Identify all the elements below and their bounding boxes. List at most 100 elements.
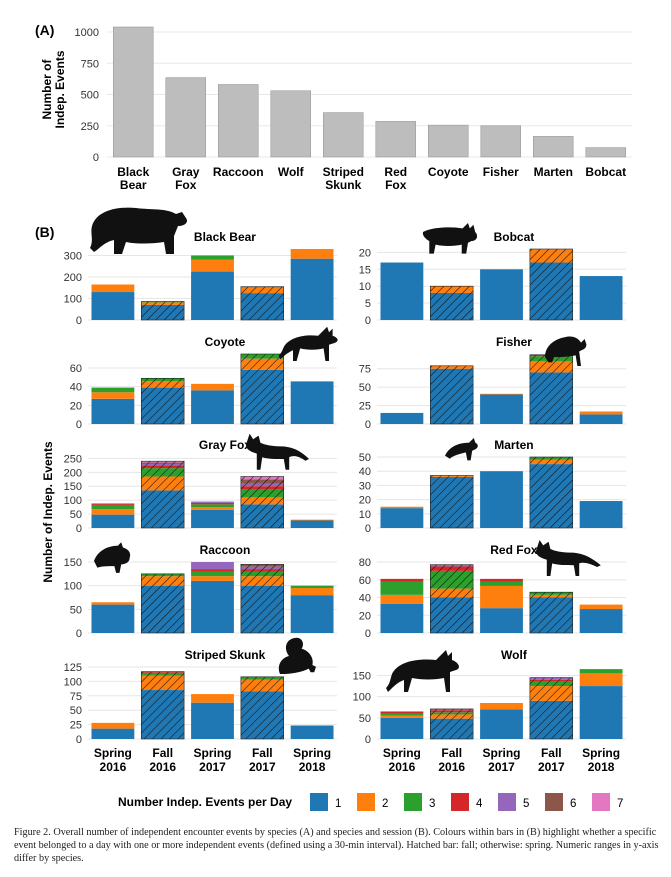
hatch-overlay-fall-2016 [141,378,185,424]
y-axis-label: Number of Indep. Events [41,441,55,583]
y-tick-label: 250 [64,453,82,465]
y-tick-label: 100 [353,692,371,704]
x-tick-label: Spring 2018 [582,746,620,774]
x-tick-label: Marten [534,165,573,179]
bar-segment-gray-fox-spring-2016-3 [91,504,135,510]
x-tick-label: Spring 2016 [94,746,132,774]
hatch-overlay-fall-2017 [529,677,573,739]
hatch-overlay-fall-2017 [240,476,284,528]
bar-outline [429,475,474,529]
bar-segment-gray-fox-spring-2016-2 [91,509,135,515]
bar-segment-red-fox-spring-2017-3 [480,581,523,586]
bar-segment-gray-fox-spring-2017-3 [191,504,234,508]
y-tick-label: 60 [359,575,371,587]
bar-segment-raccoon-spring-2017-3 [191,571,234,577]
bar-segment-black-bear-spring-2016-1 [91,292,135,320]
bar-outline [240,353,285,425]
bar-segment-gray-fox-spring-2016-4 [91,503,135,505]
subplot-title: Marten [494,438,533,452]
subplot-title: Fisher [496,335,532,349]
legend-label-3: 3 [429,798,435,810]
hatch-overlay-fall-2016 [430,475,474,528]
bar-outline [529,248,574,321]
x-tick-label: Coyote [428,165,469,179]
bar-outline [240,286,285,321]
y-tick-label: 0 [365,419,371,431]
legend-title: Number Indep. Events per Day [118,795,292,809]
bar-segment-gray-fox-spring-2017-1 [191,509,234,528]
bar-wolf [270,90,311,158]
y-tick-label: 0 [76,628,82,640]
bar-segment-black-bear-spring-2018-1 [290,258,334,320]
bar-striped-skunk [322,112,364,158]
hatch-overlay-fall-2016 [141,461,185,528]
y-tick-label: 40 [70,382,82,394]
bar-segment-fisher-spring-2018-1 [579,414,623,424]
y-tick-label: 75 [70,691,82,703]
hatch-overlay-fall-2017 [529,354,573,424]
bar-segment-marten-spring-2016-1 [380,508,424,528]
y-tick-label: 0 [365,734,371,746]
bar-outline [140,573,185,634]
hatch-overlay-fall-2017 [529,457,573,528]
bar-segment-striped-skunk-spring-2016-1 [91,728,135,739]
x-tick-label: Spring 2016 [383,746,421,774]
hatch-overlay-fall-2016 [141,573,185,633]
y-tick-label: 150 [353,670,371,682]
y-tick-label: 0 [365,315,371,327]
y-tick-label: 250 [81,121,99,133]
panel-b: (B)Number of Indep. Events0100200300Blac… [35,207,626,774]
bar-segment-red-fox-spring-2018-2 [579,604,623,610]
bar-outline [140,301,185,321]
y-tick-label: 20 [359,495,371,507]
bar-segment-coyote-spring-2017-2 [191,383,234,391]
bar-fisher [480,125,521,158]
bar-gray-fox [165,77,207,158]
marten-icon [445,438,478,461]
bar-segment-gray-fox-spring-2017-5 [191,501,234,503]
legend-swatch-5 [498,793,516,811]
bar-bobcat [585,147,626,158]
bar-segment-coyote-spring-2017-1 [191,390,234,424]
x-tick-label: Bobcat [585,165,626,179]
bar-segment-black-bear-spring-2018-2 [290,249,334,259]
x-tick-label: Fall 2016 [149,746,176,774]
bar-segment-red-fox-spring-2017-1 [480,608,523,633]
bar-segment-gray-fox-spring-2018-2 [290,519,334,521]
x-tick-label: Black Bear [117,165,149,192]
y-tick-label: 75 [359,364,371,376]
y-axis-label: Number ofIndep. Events [40,50,67,128]
bar-segment-striped-skunk-spring-2017-1 [191,702,234,739]
legend-swatch-7 [592,793,610,811]
y-tick-label: 100 [64,293,82,305]
bar-segment-black-bear-spring-2017-3 [191,255,234,260]
subplot-title: Gray Fox [199,438,251,452]
panel-a: (A) 0 250 500 750 1000 Number ofIndep. Events B… [35,22,632,192]
y-tick-label: 500 [81,90,99,102]
subplot-title: Wolf [501,648,528,662]
bar-segment-bobcat-spring-2017-1 [480,269,523,320]
bar-outline [140,460,185,529]
hatch-overlay-fall-2017 [240,564,284,633]
y-tick-label: 25 [70,720,82,732]
y-tick-label: 50 [359,713,371,725]
y-tick-label: 30 [359,480,371,492]
bar-segment-black-bear-spring-2017-2 [191,259,234,272]
legend-label-1: 1 [335,798,341,810]
hatch-overlay-fall-2017 [240,354,284,424]
legend-swatch-3 [404,793,422,811]
y-tick-label: 15 [359,264,371,276]
legend-label-4: 4 [476,798,483,810]
bar-segment-red-fox-spring-2016-2 [380,594,424,604]
bar-segment-wolf-spring-2016-1 [380,717,424,739]
bar-outline [240,564,285,634]
x-tick-label: Red Fox [384,165,407,192]
black-bear-icon [90,207,188,254]
bar-segment-striped-skunk-spring-2018-1 [290,725,334,739]
bar-segment-raccoon-spring-2018-2 [290,588,334,596]
bar-segment-raccoon-spring-2016-2 [91,602,135,605]
legend-swatch-2 [357,793,375,811]
bar-outline [240,476,285,529]
subplot-raccoon: 0 50 100 150 Raccoon [64,542,337,640]
x-tick-label: Fall 2016 [438,746,465,774]
